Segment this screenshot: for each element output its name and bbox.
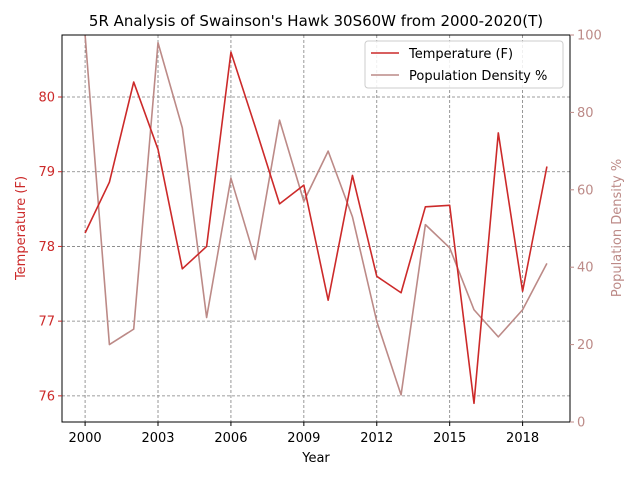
y-axis-left: 76 77 78 79 80 [38,91,62,404]
x-tick-label-2: 2006 [214,431,247,446]
y-axis-right-label: Population Density % [610,159,625,297]
y-right-tick-label-3: 60 [577,183,594,198]
y-right-tick-label-4: 80 [577,106,594,121]
y-left-tick-label-1: 77 [38,315,55,330]
y-axis-right: 0 20 40 60 80 100 [570,29,602,431]
y-left-tick-label-4: 80 [38,91,55,106]
legend: Temperature (F) Population Density % [364,40,564,89]
y-right-tick-label-5: 100 [577,29,602,44]
x-tick-label-5: 2015 [433,431,466,446]
series-line-temperature [84,51,548,405]
legend-label-temperature: Temperature (F) [408,47,513,62]
y-axis-left-label: Temperature (F) [14,176,29,281]
y-left-tick-label-0: 76 [38,389,55,404]
chart-title: 5R Analysis of Swainson's Hawk 30S60W fr… [89,12,543,30]
y-left-tick-label-3: 79 [38,165,55,180]
plot-frame [61,34,571,423]
legend-label-population: Population Density % [409,69,547,84]
x-tick-label-4: 2012 [360,431,393,446]
series-lines [84,34,548,405]
y-right-tick-label-0: 0 [577,416,585,431]
series-line-population [84,34,548,396]
x-tick-label-6: 2018 [506,431,539,446]
x-tick-label-1: 2003 [141,431,174,446]
grid [62,35,570,422]
y-right-tick-label-1: 20 [577,338,594,353]
x-axis: 2000 2003 2006 2009 2012 2015 2018 [69,422,539,446]
x-tick-label-0: 2000 [69,431,102,446]
x-tick-label-3: 2009 [287,431,320,446]
y-left-tick-label-2: 78 [38,240,55,255]
x-axis-label: Year [301,451,330,466]
y-right-tick-label-2: 40 [577,261,594,276]
legend-box [364,40,564,89]
